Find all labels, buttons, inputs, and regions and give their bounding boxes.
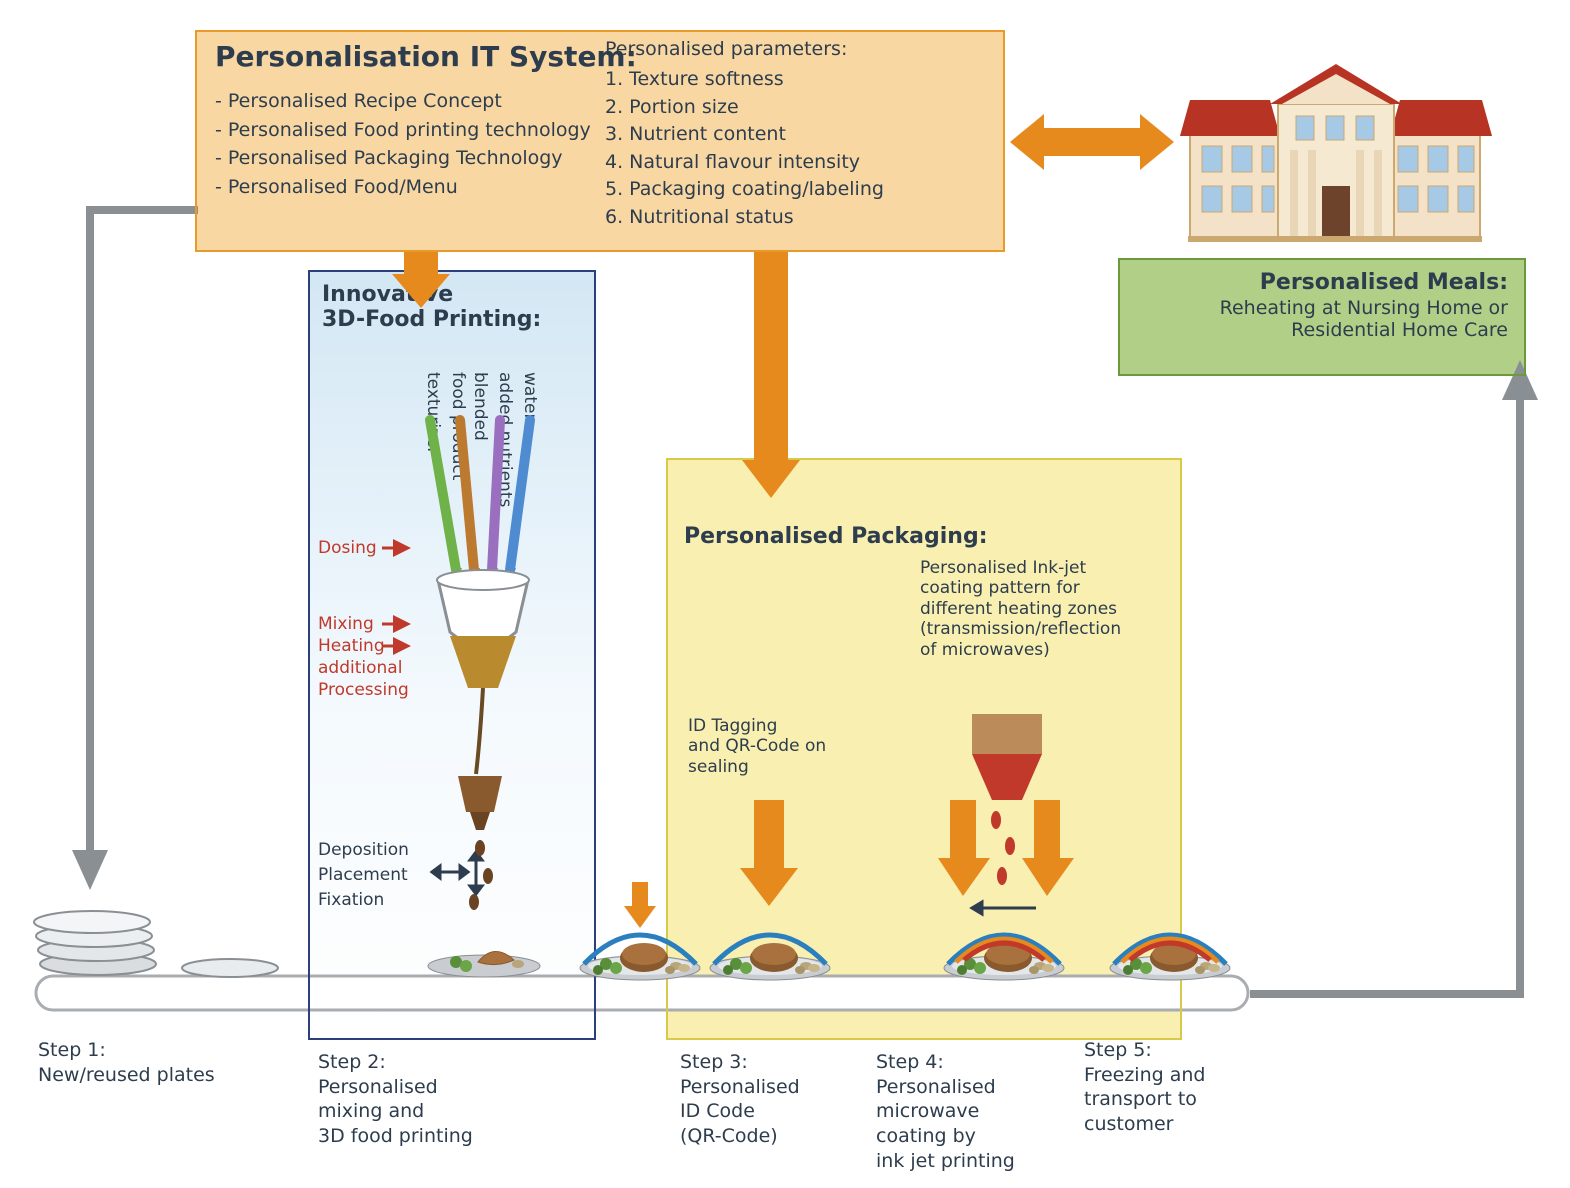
vlabel-texturizer: texturizer [423, 372, 443, 454]
vlabel-foodproduct: food product [448, 372, 468, 480]
orange-double-arrow [1010, 114, 1174, 170]
it-title: Personalisation IT System: [215, 40, 637, 73]
yellow-title: Personalised Packaging: [684, 524, 1164, 549]
step-1: Step 1: New/reused plates [38, 1038, 215, 1087]
building-icon [1180, 64, 1492, 242]
gray-fixation: Fixation [318, 890, 384, 910]
it-params-title: Personalised parameters: [605, 38, 884, 60]
red-processing: Processing [318, 680, 409, 700]
step-2: Step 2: Personalised mixing and 3D food … [318, 1050, 473, 1149]
pack-qr-label: ID Tagging and QR-Code on sealing [688, 716, 868, 777]
meals-l2: Residential Home Care [1136, 319, 1508, 341]
vlabel-water: water [520, 372, 540, 420]
gray-deposition: Deposition [318, 840, 409, 860]
meals-box: Personalised Meals: Reheating at Nursing… [1118, 258, 1526, 376]
red-mixing: Mixing [318, 614, 374, 634]
small-orange-arrow [624, 882, 656, 928]
meals-title: Personalised Meals: [1136, 270, 1508, 295]
red-dosing: Dosing [318, 538, 377, 558]
step-4: Step 4: Personalised microwave coating b… [876, 1050, 1015, 1173]
diagram-root: Personalisation IT System: - Personalise… [0, 0, 1570, 1188]
blue-title-l1: Innovative [322, 282, 582, 307]
vlabel-blended: blended [470, 372, 490, 441]
it-bullets: - Personalised Recipe Concept - Personal… [215, 87, 637, 201]
it-params: 1. Texture softness 2. Portion size 3. N… [605, 66, 884, 231]
vlabel-nutrients: added nutrients [495, 372, 515, 507]
red-heating: Heating + [318, 636, 404, 656]
step-3: Step 3: Personalised ID Code (QR-Code) [680, 1050, 800, 1149]
plates-icon [34, 911, 278, 977]
pack-ink-label: Personalised Ink-jet coating pattern for… [920, 558, 1170, 660]
red-additional: additional [318, 658, 402, 678]
it-system-box: Personalisation IT System: - Personalise… [195, 30, 1005, 252]
meals-l1: Reheating at Nursing Home or [1136, 297, 1508, 319]
step-5: Step 5: Freezing and transport to custom… [1084, 1038, 1205, 1137]
blue-title-l2: 3D-Food Printing: [322, 307, 582, 332]
gray-placement: Placement [318, 865, 408, 885]
